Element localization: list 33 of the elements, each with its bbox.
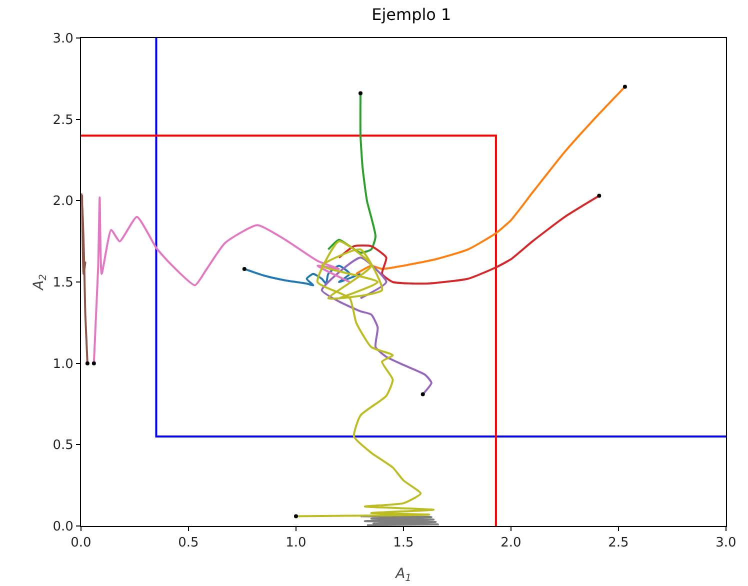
line-series	[355, 86, 626, 275]
point	[420, 392, 425, 396]
line-series	[327, 92, 377, 254]
x-tick-label: 1.0	[286, 536, 306, 551]
y-tick-label: 2.0	[52, 194, 74, 210]
y-tick-label: 0.5	[52, 438, 74, 454]
point	[622, 84, 627, 89]
point	[597, 194, 602, 198]
x-axis-title: A$_{1}$	[394, 566, 412, 584]
x-tick-label: 1.5	[393, 536, 414, 551]
line-series	[360, 515, 439, 526]
point	[358, 91, 362, 96]
y-tick-label: 2.5	[52, 112, 74, 128]
y-tick-label: 1.5	[52, 276, 74, 291]
x-tick-label: 0.0	[70, 536, 92, 551]
line-series	[243, 264, 362, 286]
line-series	[295, 240, 435, 518]
x-tick-label: 2.5	[608, 536, 629, 551]
point	[85, 361, 90, 366]
point	[294, 514, 298, 518]
x-tick-label: 3.0	[716, 536, 736, 551]
y-tick-label: 0.0	[52, 520, 74, 535]
x-tick-label: 0.5	[178, 536, 199, 551]
line-series	[320, 256, 432, 396]
line-series	[81, 193, 88, 364]
y-tick-label: 1.0	[52, 356, 74, 372]
chart-title: Ejemplo 1	[372, 4, 452, 24]
y-tick-label: 3.0	[52, 32, 74, 47]
point	[92, 361, 96, 366]
line-series	[338, 194, 600, 285]
x-tick-label: 2.0	[500, 536, 522, 551]
line-series	[92, 196, 351, 364]
point	[242, 266, 246, 271]
